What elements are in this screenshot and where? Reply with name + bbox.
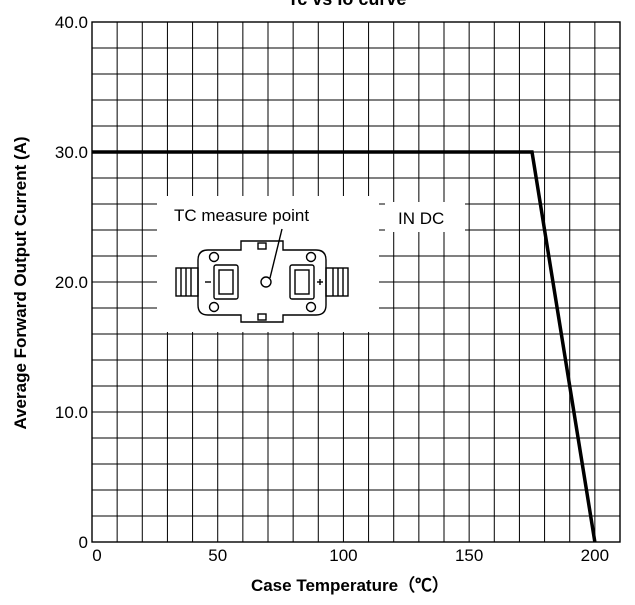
x-tick-label: 150 <box>455 546 483 565</box>
inset-label: TC measure point <box>174 206 309 225</box>
y-tick-label: 0 <box>79 533 88 552</box>
y-tick-labels: 0 10.0 20.0 30.0 40.0 <box>55 13 88 552</box>
y-tick-label: 10.0 <box>55 403 88 422</box>
x-axis-label: Case Temperature（℃） <box>251 575 449 595</box>
inset-background <box>157 196 379 332</box>
x-tick-label: 0 <box>92 546 101 565</box>
y-axis-label: Average Forward Output Current (A) <box>11 136 30 429</box>
x-tick-label: 200 <box>581 546 609 565</box>
x-tick-labels: 0 50 100 150 200 <box>92 546 609 565</box>
series-label-background <box>385 202 465 232</box>
inset-measure-point: TC measure point <box>157 196 379 332</box>
component-drawing <box>175 228 349 323</box>
y-tick-label: 20.0 <box>55 273 88 292</box>
x-tick-label: 100 <box>329 546 357 565</box>
series-line <box>92 150 597 543</box>
plot-frame <box>91 21 621 543</box>
series-label: IN DC <box>398 209 444 228</box>
x-tick-label: 50 <box>208 546 227 565</box>
y-tick-label: 40.0 <box>55 13 88 32</box>
y-tick-label: 30.0 <box>55 143 88 162</box>
chart-title: Tc vs Io curve <box>288 0 407 9</box>
